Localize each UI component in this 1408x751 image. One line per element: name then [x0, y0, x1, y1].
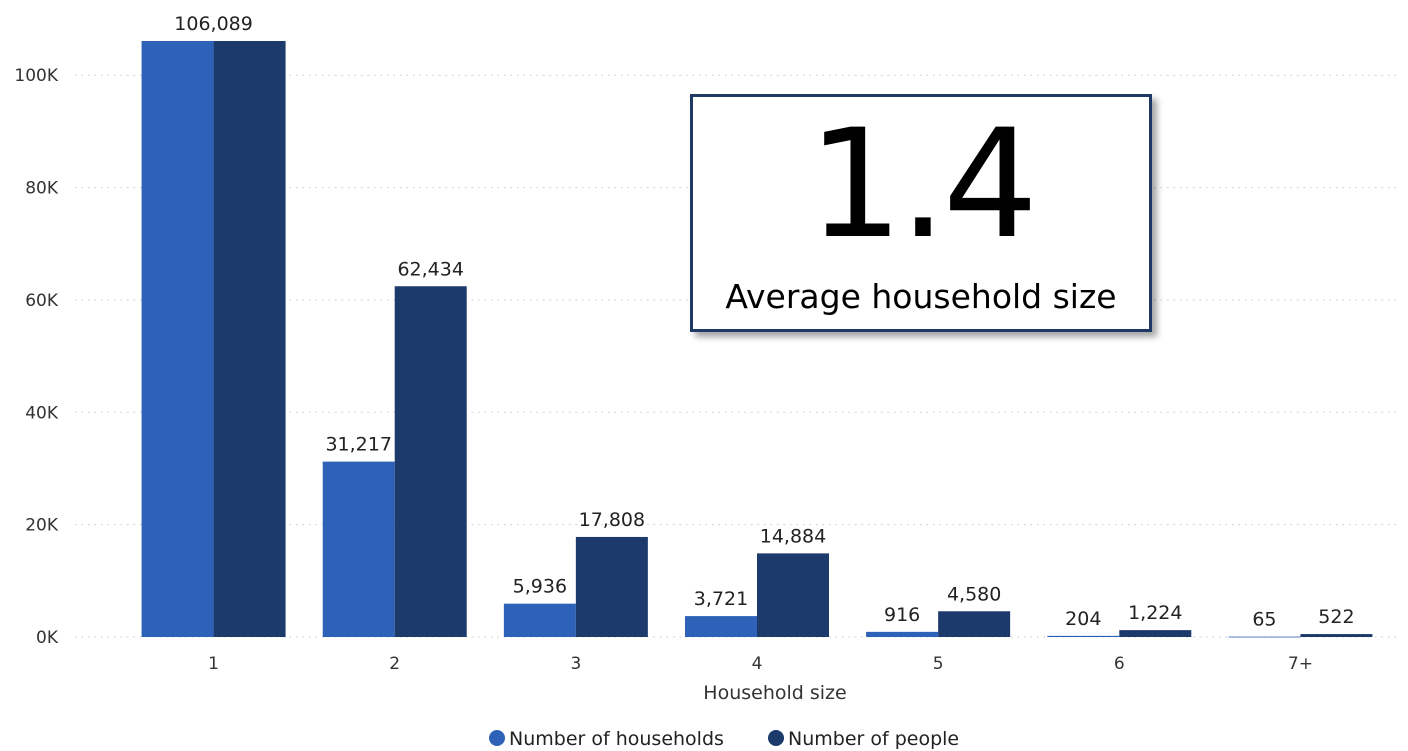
bar-households — [1047, 635, 1120, 637]
data-label: 204 — [1065, 608, 1101, 630]
data-label: 17,808 — [579, 509, 645, 531]
y-tick-label: 80K — [25, 179, 59, 199]
legend-marker — [768, 730, 784, 746]
y-tick-label: 40K — [25, 403, 59, 423]
x-tick-label: 6 — [1114, 654, 1125, 674]
x-tick-label: 4 — [752, 654, 763, 674]
x-tick-label: 7+ — [1288, 654, 1313, 674]
bar-people — [575, 536, 648, 637]
data-label: 916 — [884, 604, 920, 626]
bar-households — [503, 603, 576, 637]
legend-label: Number of people — [788, 728, 959, 750]
data-label: 31,217 — [325, 434, 391, 456]
x-axis-title: Household size — [703, 682, 846, 704]
legend-marker — [489, 730, 505, 746]
bar-households — [685, 616, 757, 637]
average-household-size-card: 1.4 Average household size — [690, 94, 1152, 332]
x-tick-label: 2 — [389, 654, 400, 674]
data-label: 5,936 — [513, 576, 567, 598]
data-label: 62,434 — [397, 258, 463, 280]
data-label: 1,224 — [1128, 602, 1182, 624]
x-tick-label: 1 — [208, 654, 219, 674]
y-tick-label: 20K — [25, 516, 59, 536]
y-tick-label: 100K — [14, 66, 58, 86]
y-tick-label: 60K — [25, 291, 59, 311]
bar-people — [1300, 634, 1373, 637]
kpi-value: 1.4 — [807, 98, 1039, 272]
data-label: 14,884 — [760, 525, 826, 547]
data-label: 522 — [1318, 606, 1354, 628]
bar-people — [938, 611, 1011, 637]
kpi-label: Average household size — [725, 277, 1117, 316]
legend: Number of households Number of people — [489, 728, 959, 750]
bar-households — [141, 41, 214, 637]
bar-households — [866, 631, 939, 637]
data-label: 65 — [1252, 609, 1276, 631]
data-label: 3,721 — [694, 588, 748, 610]
bar-households — [1228, 636, 1301, 638]
bar-people — [1119, 630, 1192, 637]
data-label: 4,580 — [947, 583, 1001, 605]
x-tick-label: 5 — [933, 654, 944, 674]
legend-label: Number of households — [509, 728, 724, 750]
x-tick-label: 3 — [570, 654, 581, 674]
bar-people — [213, 41, 286, 637]
data-label: 106,089 — [174, 13, 253, 35]
bar-people — [394, 286, 467, 637]
y-tick-label: 0K — [36, 628, 59, 648]
bar-households — [322, 461, 395, 637]
bar-people — [757, 553, 829, 637]
